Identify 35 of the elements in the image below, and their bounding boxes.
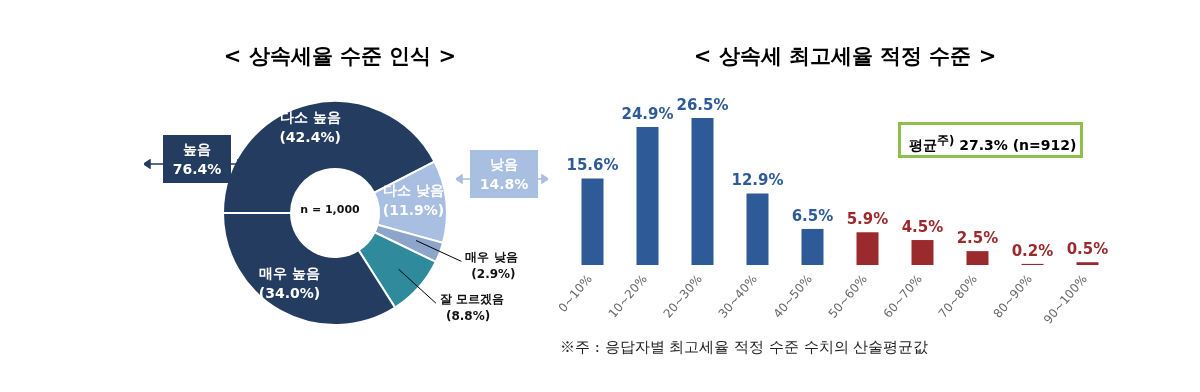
text: ※주 : 응답자별 최고세율 적정 수준 수치의 산술평균값 bbox=[560, 338, 929, 357]
data-label: 0.5% bbox=[1066, 240, 1109, 259]
slice-label: 매우 낮음 bbox=[465, 250, 518, 265]
data-label: (34.0%) bbox=[258, 284, 321, 301]
slice-label: 매우 높음 bbox=[259, 264, 320, 281]
text: 높음 76.4% bbox=[163, 135, 231, 183]
data-label: 26.5% bbox=[676, 96, 729, 114]
bar bbox=[966, 251, 989, 265]
data-label: 2.5% bbox=[956, 229, 999, 248]
data-label: (42.4%) bbox=[279, 129, 341, 146]
bar bbox=[1076, 262, 1099, 265]
bar bbox=[691, 118, 714, 265]
data-label: 24.9% bbox=[621, 104, 674, 123]
data-label: 4.5% bbox=[901, 218, 944, 237]
text: 낮음 14.8% bbox=[470, 150, 538, 198]
bar bbox=[746, 193, 769, 265]
bar bbox=[636, 126, 659, 265]
slice-label: 잘 모르겠음 bbox=[439, 292, 505, 307]
chart-title: < 상속세 최고세율 적정 수준 > bbox=[692, 43, 998, 70]
data-label: 12.9% bbox=[731, 171, 784, 190]
slice-label: 다소 낮음 bbox=[383, 182, 444, 199]
text: n = 1,000 bbox=[300, 203, 361, 216]
bar bbox=[801, 228, 824, 265]
annotation: 평균$^{주)}$ 27.3% (n=912) bbox=[898, 122, 1083, 158]
data-label: 15.6% bbox=[566, 156, 619, 175]
data-label: (11.9%) bbox=[382, 202, 445, 219]
chart-title: < 상속세율 수준 인식 > bbox=[222, 43, 458, 70]
data-label: 0.2% bbox=[1011, 241, 1054, 260]
bar bbox=[856, 232, 879, 265]
data-label: 5.9% bbox=[846, 210, 889, 229]
bar bbox=[911, 240, 934, 265]
data-label: 6.5% bbox=[791, 206, 834, 225]
data-label: (2.9%) bbox=[471, 267, 516, 282]
bar bbox=[581, 178, 604, 265]
data-label: (8.8%) bbox=[445, 309, 491, 324]
